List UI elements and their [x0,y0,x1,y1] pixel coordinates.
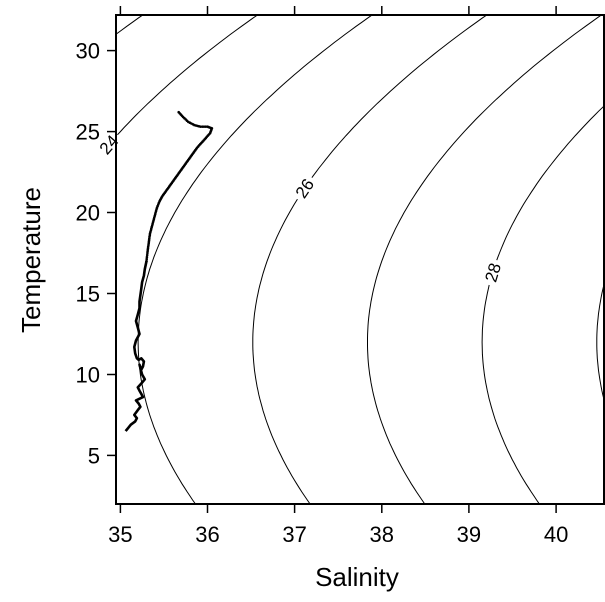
y-axis-label: Temperature [16,187,46,333]
x-tick-label: 37 [282,522,306,547]
contour-label-group: 26 [289,172,320,205]
x-axis-label: Salinity [315,562,399,592]
profile-series [126,111,214,431]
x-tick-label: 38 [370,522,394,547]
contour-line [24,0,301,536]
x-tick-label: 40 [544,522,568,547]
plot-frame [116,15,604,504]
x-tick-label: 35 [108,522,132,547]
contour-line [138,0,416,536]
axis-ticks: 35 36 37 38 39 40 5 10 15 20 25 30 [76,6,605,547]
contour-label-group: 28 [479,257,506,288]
y-tick-label: 25 [76,120,100,145]
y-tick-label: 10 [76,363,100,388]
y-tick-label: 15 [76,282,100,307]
x-tick-label: 36 [195,522,219,547]
x-tick-label: 39 [457,522,481,547]
y-tick-label: 5 [88,443,100,468]
y-tick-label: 20 [76,201,100,226]
contour-labels: 24262830 [93,128,605,292]
profile-line [126,261,147,431]
y-tick-label: 30 [76,39,100,64]
